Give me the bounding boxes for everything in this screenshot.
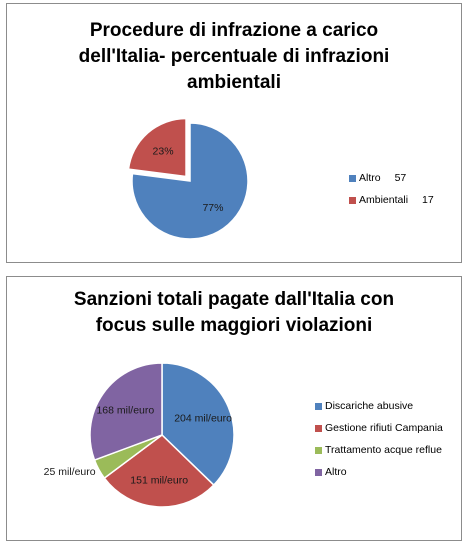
chart-panel-sanzioni: Sanzioni totali pagate dall'Italia con f… bbox=[6, 276, 462, 541]
data-label: 25 mil/euro bbox=[44, 466, 96, 478]
legend-label: Ambientali bbox=[359, 194, 409, 206]
data-label: 168 mil/euro bbox=[96, 405, 154, 417]
legend: Discariche abusive Gestione rifiuti Camp… bbox=[315, 395, 443, 483]
pie-chart-sanzioni: 204 mil/euro 151 mil/euro 25 mil/euro 168 m… bbox=[44, 362, 235, 508]
legend-item-gestione-rifiuti: Gestione rifiuti Campania bbox=[315, 417, 443, 439]
data-label: 204 mil/euro bbox=[174, 413, 232, 425]
legend-item-altro: Altro 57 bbox=[349, 167, 434, 189]
legend-item-acque-reflue: Trattamento acque reflue bbox=[315, 439, 443, 461]
legend-value: 17 bbox=[422, 194, 434, 206]
legend-swatch bbox=[315, 446, 322, 454]
legend-swatch bbox=[349, 174, 356, 182]
pie-slice bbox=[89, 362, 163, 462]
legend-swatch bbox=[315, 468, 322, 476]
pie-slice bbox=[161, 362, 235, 487]
legend-label: Gestione rifiuti Campania bbox=[325, 422, 443, 434]
pie-slice bbox=[103, 434, 215, 508]
legend-label: Trattamento acque reflue bbox=[325, 444, 442, 456]
legend-label: Discariche abusive bbox=[325, 400, 414, 412]
chart-title: Sanzioni totali pagate dall'Italia con f… bbox=[73, 289, 395, 336]
data-label: 77% bbox=[202, 202, 223, 214]
pie-slice bbox=[127, 117, 187, 178]
legend-swatch bbox=[315, 424, 322, 432]
legend-swatch bbox=[315, 402, 322, 410]
chart-title: Procedure di infrazione a carico dell'It… bbox=[78, 20, 390, 93]
chart-panel-infrazioni: Procedure di infrazione a carico dell'It… bbox=[6, 3, 462, 263]
data-label: 151 mil/euro bbox=[130, 475, 188, 487]
legend-item-altro: Altro bbox=[315, 461, 443, 483]
legend-swatch bbox=[349, 196, 356, 204]
pie-chart-infrazioni: 77% 23% bbox=[127, 117, 249, 240]
legend-item-ambientali: Ambientali 17 bbox=[349, 189, 434, 211]
legend-label: Altro bbox=[325, 466, 347, 478]
data-label: 23% bbox=[153, 145, 174, 157]
legend: Altro 57 Ambientali 17 bbox=[349, 167, 434, 211]
legend-item-discariche: Discariche abusive bbox=[315, 395, 443, 417]
pie-slice bbox=[131, 122, 249, 240]
legend-value: 57 bbox=[394, 172, 407, 184]
legend-label: Altro bbox=[359, 172, 381, 184]
